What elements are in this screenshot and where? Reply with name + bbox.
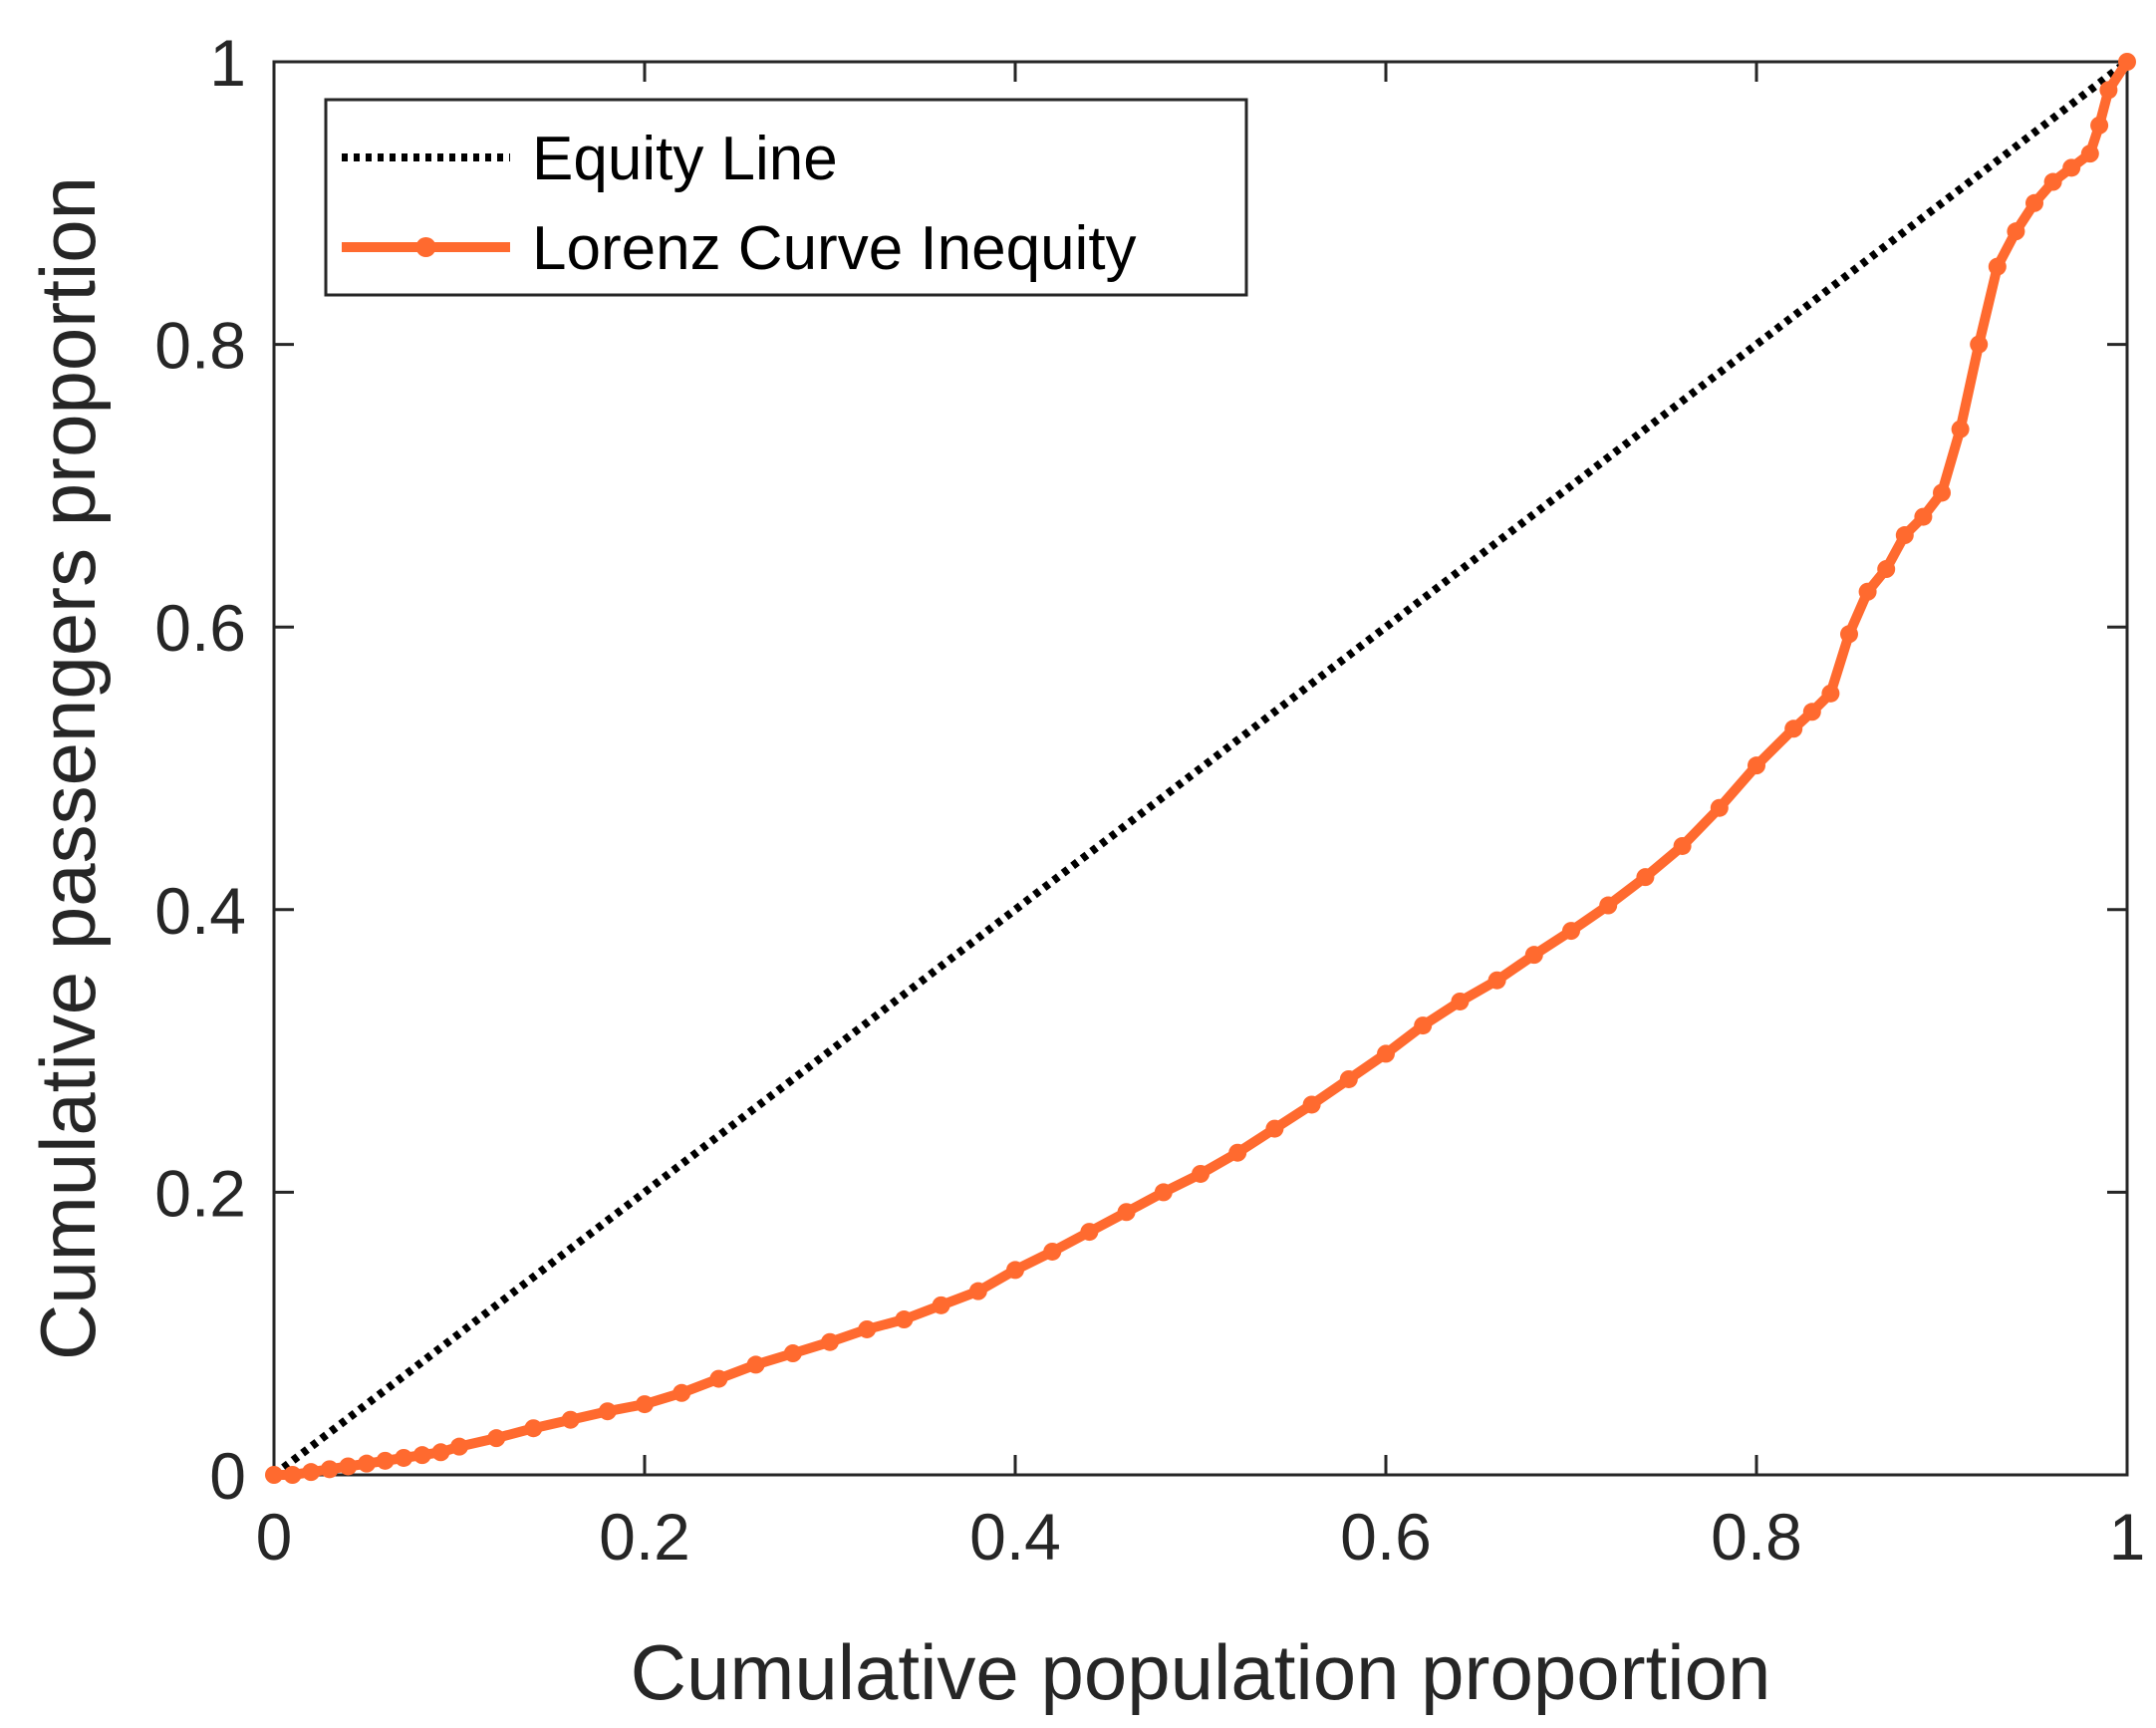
y-axis-label: Cumulative passengers proportion <box>24 176 112 1360</box>
series-point-lorenz <box>1802 703 1821 721</box>
series-point-lorenz <box>1117 1203 1136 1222</box>
series-point-lorenz <box>339 1457 358 1476</box>
series-point-lorenz <box>895 1310 914 1329</box>
series-point-lorenz <box>1487 971 1506 990</box>
series-point-lorenz <box>598 1402 617 1421</box>
series-point-lorenz <box>1265 1119 1284 1138</box>
y-tick-label: 0.8 <box>154 309 246 383</box>
series-point-lorenz <box>320 1460 339 1479</box>
series-point-lorenz <box>302 1463 321 1482</box>
series-point-lorenz <box>932 1296 950 1314</box>
series-point-lorenz <box>1636 868 1655 887</box>
series-point-lorenz <box>1951 420 1970 438</box>
axis-labels: Cumulative population proportion Cumulat… <box>24 176 1770 1716</box>
series-point-lorenz <box>1562 922 1580 941</box>
series-point-lorenz <box>783 1344 802 1363</box>
series-point-lorenz <box>1858 582 1877 601</box>
series-point-lorenz <box>1933 483 1951 502</box>
series-point-lorenz <box>487 1429 506 1448</box>
series-point-lorenz <box>1524 946 1543 965</box>
series-point-lorenz <box>636 1395 654 1414</box>
y-tick-label: 1 <box>209 26 246 100</box>
series-point-lorenz <box>1710 798 1729 817</box>
legend-label-equity: Equity Line <box>532 125 838 193</box>
series-point-lorenz <box>1006 1261 1024 1280</box>
series-point-lorenz <box>1784 720 1803 738</box>
series-point-lorenz <box>2099 81 2118 100</box>
legend-box <box>324 98 1248 297</box>
series-point-lorenz <box>673 1383 691 1402</box>
series-point-lorenz <box>1840 625 1858 644</box>
series-point-lorenz <box>1228 1143 1247 1162</box>
series-point-lorenz <box>431 1443 450 1462</box>
series-point-lorenz <box>2007 222 2025 241</box>
legend-label-lorenz: Lorenz Curve Inequity <box>532 214 1137 283</box>
series-point-lorenz <box>2025 193 2043 212</box>
series-point-lorenz <box>1821 684 1840 703</box>
series-point-lorenz <box>524 1419 543 1438</box>
x-tick-label: 0 <box>256 1500 293 1574</box>
x-tick-label: 0.8 <box>1711 1500 1802 1574</box>
series-point-lorenz <box>1673 836 1692 855</box>
y-tick-label: 0 <box>209 1439 246 1513</box>
series-point-lorenz <box>265 1466 283 1484</box>
series-point-lorenz <box>2090 116 2109 135</box>
series-line-equity <box>271 58 2130 1479</box>
legend: Equity Line Lorenz Curve Inequity <box>324 98 1248 297</box>
series-point-lorenz <box>1914 507 1933 526</box>
series-point-lorenz <box>1377 1044 1395 1063</box>
series-point-lorenz <box>1970 335 1989 354</box>
y-tick-label: 0.6 <box>154 591 246 665</box>
series-point-lorenz <box>746 1355 765 1374</box>
series-point-lorenz <box>1339 1069 1358 1088</box>
x-axis-label: Cumulative population proportion <box>631 1628 1771 1716</box>
series-point-lorenz <box>358 1454 376 1473</box>
series-point-lorenz <box>2043 172 2062 191</box>
x-tick-label: 0.2 <box>599 1500 690 1574</box>
series-point-lorenz <box>709 1369 728 1388</box>
x-tick-label: 1 <box>2109 1500 2146 1574</box>
series-point-lorenz <box>376 1451 395 1470</box>
series-point-lorenz <box>1080 1223 1099 1242</box>
x-tick-label: 0.4 <box>969 1500 1061 1574</box>
series-point-lorenz <box>1988 257 2007 276</box>
series-point-lorenz <box>1895 526 1914 545</box>
series-point-lorenz <box>858 1319 877 1338</box>
series-point-lorenz <box>1302 1095 1321 1114</box>
series-point-lorenz <box>1192 1164 1210 1183</box>
series-point-lorenz <box>283 1466 302 1484</box>
series-point-lorenz <box>821 1332 839 1351</box>
series-point-lorenz <box>395 1448 413 1467</box>
series-point-lorenz <box>450 1437 468 1456</box>
series-point-lorenz <box>2118 53 2136 71</box>
series-point-lorenz <box>1748 756 1765 775</box>
series-point-lorenz <box>1414 1016 1433 1035</box>
axis-ticks: 0 0.2 0.4 0.6 0.8 1 0 0.2 0.4 0.6 0.8 1 <box>154 26 2145 1574</box>
series-point-lorenz <box>1599 896 1618 915</box>
series-point-lorenz <box>561 1410 580 1429</box>
series-point-lorenz <box>2080 144 2099 163</box>
series-point-lorenz <box>2062 158 2081 177</box>
plot-series <box>265 53 2136 1484</box>
series-point-lorenz <box>1154 1183 1173 1202</box>
legend-marker-lorenz <box>415 237 436 257</box>
series-point-lorenz <box>1877 560 1896 579</box>
x-tick-label: 0.6 <box>1340 1500 1432 1574</box>
y-tick-label: 0.2 <box>154 1156 246 1230</box>
series-point-lorenz <box>1451 992 1470 1010</box>
series-point-lorenz <box>412 1446 431 1465</box>
series-point-lorenz <box>968 1282 987 1300</box>
y-tick-label: 0.4 <box>154 874 246 948</box>
series-point-lorenz <box>1043 1242 1062 1261</box>
